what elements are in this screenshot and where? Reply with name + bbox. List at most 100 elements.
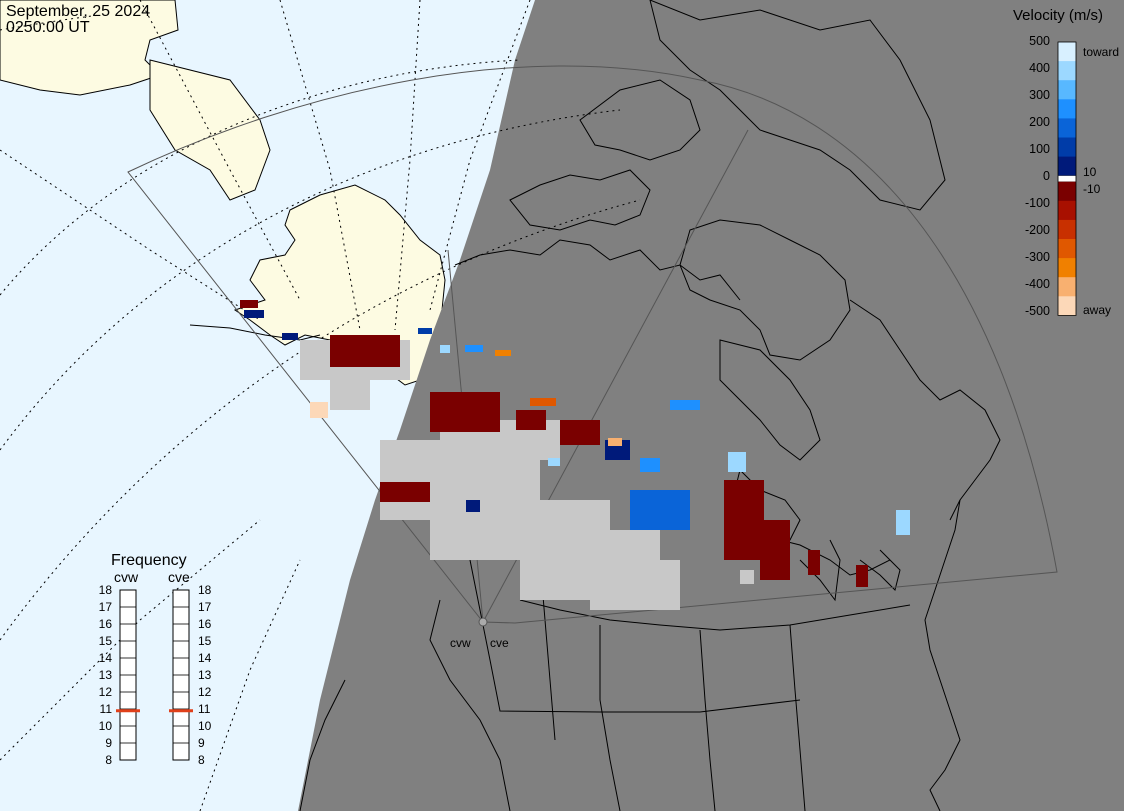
radar-label-cvw: cvw bbox=[450, 636, 471, 650]
velocity-cells bbox=[240, 300, 910, 587]
velocity-cell bbox=[440, 345, 450, 353]
radar-site-marker bbox=[478, 617, 488, 627]
frequency-title: Frequency bbox=[111, 552, 187, 569]
velocity-cell bbox=[466, 500, 480, 512]
colorbar-swatch-toward bbox=[1058, 137, 1076, 158]
colorbar-away-label: away bbox=[1083, 303, 1111, 317]
velocity-cell bbox=[808, 550, 820, 575]
frequency-tick-left: 17 bbox=[99, 600, 113, 614]
velocity-cell bbox=[244, 310, 264, 318]
velocity-colorbar: Velocity (m/s) 500 400 300 200 100 0 -100 -200 -… bbox=[1013, 7, 1119, 318]
colorbar-swatches bbox=[1057, 41, 1077, 316]
colorbar-tick-label: -500 bbox=[1025, 304, 1050, 318]
frequency-panel: Frequency cvw cve 18 18 17 17 16 16 15 15 14 14 13… bbox=[99, 552, 212, 767]
frequency-tick-right: 18 bbox=[198, 583, 212, 597]
colorbar-tick-label: 100 bbox=[1029, 142, 1050, 156]
velocity-cell bbox=[740, 570, 754, 584]
frequency-bars: 18 18 17 17 16 16 15 15 14 14 13 13 12 12 11 11 10 10 9 9 8 8 bbox=[99, 583, 212, 767]
colorbar-tick-label: 400 bbox=[1029, 61, 1050, 75]
colorbar-swatch-away bbox=[1058, 277, 1076, 297]
velocity-cell bbox=[724, 480, 764, 560]
colorbar-tick-labels: 500 400 300 200 100 0 -100 -200 -300 -400 -500 bbox=[1025, 34, 1050, 318]
colorbar-tick-label: 500 bbox=[1029, 34, 1050, 48]
velocity-cell bbox=[608, 438, 622, 446]
velocity-cell bbox=[896, 510, 910, 535]
frequency-tick-left: 11 bbox=[100, 702, 113, 716]
colorbar-swatch-toward bbox=[1058, 61, 1076, 81]
colorbar-tick-label: 0 bbox=[1043, 169, 1050, 183]
frequency-tick-right: 8 bbox=[198, 753, 205, 767]
frequency-radar-label-cvw: cvw bbox=[114, 569, 139, 585]
velocity-cell bbox=[856, 565, 868, 587]
frequency-tick-left: 10 bbox=[99, 719, 113, 733]
frequency-tick-right: 14 bbox=[198, 651, 212, 665]
colorbar-swatch-toward bbox=[1058, 99, 1076, 119]
colorbar-swatch-toward bbox=[1058, 42, 1076, 62]
frequency-tick-left: 14 bbox=[99, 651, 113, 665]
colorbar-swatch-away bbox=[1058, 219, 1076, 240]
frequency-tick-left: 15 bbox=[99, 634, 113, 648]
velocity-cell bbox=[430, 392, 500, 432]
colorbar-tick-label: -200 bbox=[1025, 223, 1050, 237]
colorbar-frame bbox=[1057, 41, 1077, 316]
colorbar-swatch-away bbox=[1058, 200, 1076, 221]
colorbar-toward-label: toward bbox=[1083, 45, 1119, 59]
colorbar-tick-label: -100 bbox=[1025, 196, 1050, 210]
colorbar-swatch-away bbox=[1058, 258, 1076, 278]
frequency-tick-left: 8 bbox=[105, 753, 112, 767]
velocity-cell bbox=[465, 345, 483, 352]
colorbar-inner-label-positive: 10 bbox=[1083, 165, 1097, 179]
colorbar-tick-label: -300 bbox=[1025, 250, 1050, 264]
velocity-cell bbox=[418, 328, 432, 334]
colorbar-swatch-away bbox=[1058, 181, 1076, 202]
radar-site: cvw cve bbox=[450, 617, 509, 650]
velocity-cell bbox=[728, 452, 746, 472]
colorbar-swatch-toward bbox=[1058, 80, 1076, 100]
frequency-tick-left: 12 bbox=[99, 685, 113, 699]
date-label: September, 25 2024 bbox=[6, 3, 150, 20]
velocity-cell bbox=[548, 458, 560, 466]
velocity-cell bbox=[310, 402, 328, 418]
colorbar-tick-label: -400 bbox=[1025, 277, 1050, 291]
frequency-tick-right: 15 bbox=[198, 634, 212, 648]
aleutian-chain bbox=[189, 324, 321, 341]
frequency-tick-right: 16 bbox=[198, 617, 212, 631]
colorbar-tick-label: 300 bbox=[1029, 88, 1050, 102]
frequency-tick-right: 11 bbox=[198, 702, 211, 716]
night-terminator-region bbox=[298, 0, 1124, 811]
frequency-tick-left: 18 bbox=[99, 583, 113, 597]
velocity-cell bbox=[530, 398, 556, 406]
time-label: 0250:00 UT bbox=[6, 19, 90, 36]
velocity-cell bbox=[630, 490, 690, 530]
velocity-cell bbox=[516, 410, 546, 430]
velocity-cell bbox=[282, 333, 298, 340]
frequency-tick-right: 13 bbox=[198, 668, 212, 682]
frequency-tick-right: 9 bbox=[198, 736, 205, 750]
frequency-tick-right: 10 bbox=[198, 719, 212, 733]
velocity-cell bbox=[330, 335, 400, 367]
frequency-tick-left: 13 bbox=[99, 668, 113, 682]
colorbar-inner-label-negative: -10 bbox=[1083, 182, 1101, 196]
frequency-tick-right: 12 bbox=[198, 685, 212, 699]
velocity-cell bbox=[240, 300, 258, 308]
velocity-cell bbox=[495, 350, 511, 356]
velocity-cell bbox=[640, 458, 660, 472]
frequency-radar-label-cve: cve bbox=[168, 569, 190, 585]
colorbar-title: Velocity (m/s) bbox=[1013, 7, 1103, 24]
frequency-tick-left: 16 bbox=[99, 617, 113, 631]
frequency-tick-right: 17 bbox=[198, 600, 212, 614]
colorbar-swatch-toward bbox=[1058, 118, 1076, 138]
siberia-peninsula bbox=[149, 59, 271, 201]
velocity-cell bbox=[560, 420, 600, 445]
colorbar-swatch-toward bbox=[1058, 156, 1076, 177]
colorbar-swatch-away bbox=[1058, 296, 1076, 316]
frequency-tick-left: 9 bbox=[105, 736, 112, 750]
velocity-cell bbox=[760, 520, 790, 580]
velocity-cell bbox=[380, 482, 430, 502]
latitude-longitude-grid bbox=[0, 0, 641, 811]
colorbar-swatch-zero bbox=[1057, 175, 1077, 182]
colorbar-tick-label: 200 bbox=[1029, 115, 1050, 129]
colorbar-swatch-away bbox=[1058, 239, 1076, 259]
velocity-cell bbox=[670, 400, 700, 410]
